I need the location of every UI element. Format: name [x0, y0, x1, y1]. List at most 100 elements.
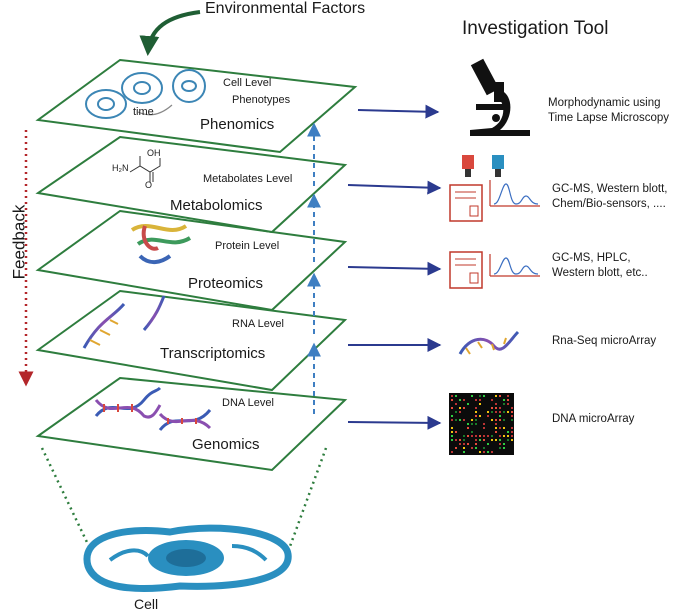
microarray-spot [463, 451, 465, 453]
microarray-spot [475, 399, 477, 401]
microarray-spot [451, 415, 453, 417]
microarray-spot [475, 411, 477, 413]
analyzer-icon [449, 251, 540, 289]
microarray-spot [507, 411, 509, 413]
microarray-spot [483, 395, 485, 397]
microarray-spot [467, 435, 469, 437]
microarray-spot [495, 419, 497, 421]
environmental-factors-label: Environmental Factors [205, 0, 366, 17]
microarray-spot [495, 431, 497, 433]
microarray-spot [503, 447, 505, 449]
microarray-spot [499, 419, 501, 421]
microarray-spot [487, 411, 489, 413]
microarray-spot [495, 411, 497, 413]
microarray-spot [507, 431, 509, 433]
microarray-spot [499, 415, 501, 417]
microarray-spot [463, 439, 465, 441]
protein-level-label: Protein Level [215, 240, 280, 252]
cell-label: Cell [134, 596, 159, 612]
microarray-spot [507, 399, 509, 401]
microarray-spot [479, 395, 481, 397]
microarray-spot [511, 419, 513, 421]
microarray-spot [511, 435, 513, 437]
microarray-spot [475, 435, 477, 437]
microarray-spot [455, 395, 457, 397]
rna-strand-icon [458, 330, 520, 355]
microarray-spot [479, 399, 481, 401]
microarray-spot [479, 415, 481, 417]
microarray-spot [491, 411, 493, 413]
plane-metabolomics [35, 135, 348, 234]
sensor-analyzer-icon [449, 155, 540, 222]
microarray-spot [475, 439, 477, 441]
microarray-spot [495, 403, 497, 405]
microarray-spot [487, 435, 489, 437]
plane-proteomics [35, 209, 348, 312]
microarray-spot [483, 435, 485, 437]
microarray-spot [451, 435, 453, 437]
microarray-spot [491, 399, 493, 401]
proteomics-label: Proteomics [188, 275, 264, 292]
microarray-spot [503, 435, 505, 437]
microscope-icon [470, 58, 530, 136]
microarray-spot [495, 423, 497, 425]
microarray-spot [495, 439, 497, 441]
microarray-spot [471, 419, 473, 421]
microarray-spot [511, 431, 513, 433]
feedback-label: Feedback [9, 204, 29, 280]
microarray-spot [467, 443, 469, 445]
microarray-spot [499, 427, 501, 429]
genomics-label: Genomics [192, 436, 260, 453]
microarray-spot [451, 451, 453, 453]
microarray-spot [475, 419, 477, 421]
microarray-spot [511, 427, 513, 429]
microarray-spot [503, 403, 505, 405]
phenomics-label: Phenomics [200, 116, 275, 133]
microarray-spot [483, 447, 485, 449]
microarray-spot [507, 395, 509, 397]
microarray-spot [499, 411, 501, 413]
microarray-spot [475, 447, 477, 449]
microarray-icon [449, 393, 514, 455]
microarray-spot [455, 439, 457, 441]
microarray-spot [451, 427, 453, 429]
microarray-spot [479, 403, 481, 405]
microarray-spot [455, 403, 457, 405]
rna-strands-icon [82, 295, 166, 349]
microarray-spot [483, 427, 485, 429]
microarray-spot [455, 419, 457, 421]
time-label: time [133, 106, 154, 118]
microarray-spot [451, 395, 453, 397]
microarray-spot [459, 443, 461, 445]
microarray-spot [467, 427, 469, 429]
microarray-spot [459, 419, 461, 421]
microarray-spot [451, 399, 453, 401]
dna-helix-icon [94, 386, 212, 431]
cell-icon [40, 447, 328, 593]
microarray-spot [467, 423, 469, 425]
rna-level-label: RNA Level [232, 318, 284, 330]
microarray-spot [451, 419, 453, 421]
microarray-spot [455, 431, 457, 433]
microarray-spot [511, 439, 513, 441]
microarray-spot [463, 435, 465, 437]
microarray-spot [487, 443, 489, 445]
tool-transcriptomics: Rna-Seq microArray [552, 335, 657, 347]
microarray-spot [491, 439, 493, 441]
phenotypes-label: Phenotypes [232, 94, 291, 106]
microarray-spot [503, 443, 505, 445]
plane-genomics [35, 376, 348, 472]
microarray-spot [487, 451, 489, 453]
microarray-spot [471, 423, 473, 425]
cell-phenotype-icons [85, 69, 206, 119]
microarray-spot [471, 435, 473, 437]
microarray-spot [463, 419, 465, 421]
microarray-spot [463, 447, 465, 449]
microarray-spot [471, 431, 473, 433]
h2n-label: H₂N [112, 163, 129, 173]
microarray-spot [483, 439, 485, 441]
microarray-spot [471, 447, 473, 449]
plane-phenomics [35, 58, 358, 154]
transcriptomics-label: Transcriptomics [160, 345, 266, 362]
